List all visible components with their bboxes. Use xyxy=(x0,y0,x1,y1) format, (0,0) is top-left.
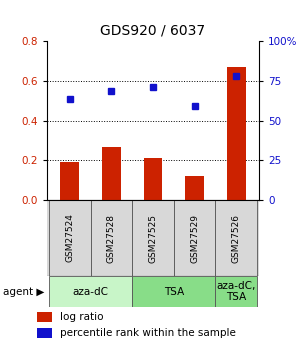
Text: agent ▶: agent ▶ xyxy=(3,287,45,296)
Bar xyxy=(49,276,132,307)
Text: GSM27525: GSM27525 xyxy=(148,214,158,263)
Text: aza-dC: aza-dC xyxy=(73,287,109,296)
Text: aza-dC,
TSA: aza-dC, TSA xyxy=(217,281,256,302)
Bar xyxy=(144,158,162,200)
Bar xyxy=(132,276,215,307)
Bar xyxy=(227,67,245,200)
Text: GSM27524: GSM27524 xyxy=(65,214,74,263)
Text: log ratio: log ratio xyxy=(60,312,104,322)
Bar xyxy=(132,200,174,276)
Bar xyxy=(215,200,257,276)
Bar xyxy=(37,312,52,322)
Bar xyxy=(61,162,79,200)
Bar xyxy=(185,176,204,200)
Title: GDS920 / 6037: GDS920 / 6037 xyxy=(101,23,205,38)
Bar xyxy=(49,200,91,276)
Bar xyxy=(91,200,132,276)
Bar xyxy=(174,200,215,276)
Bar xyxy=(102,147,121,200)
Text: TSA: TSA xyxy=(164,287,184,296)
Bar xyxy=(37,328,52,338)
Text: GSM27526: GSM27526 xyxy=(232,214,241,263)
Text: GSM27529: GSM27529 xyxy=(190,214,199,263)
Text: GSM27528: GSM27528 xyxy=(107,214,116,263)
Bar xyxy=(215,276,257,307)
Text: percentile rank within the sample: percentile rank within the sample xyxy=(60,328,236,338)
